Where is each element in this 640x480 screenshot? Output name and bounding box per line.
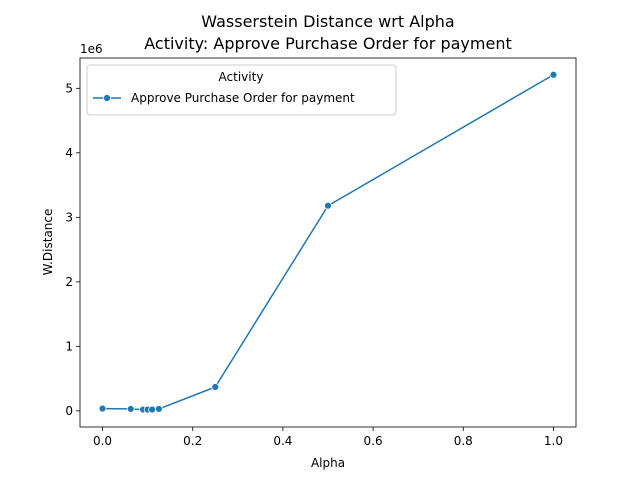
data-point bbox=[126, 405, 135, 413]
data-point bbox=[211, 383, 220, 391]
x-tick-label: 0.4 bbox=[273, 434, 292, 448]
x-tick-label: 1.0 bbox=[544, 434, 563, 448]
data-point bbox=[148, 405, 157, 414]
data-point bbox=[155, 405, 163, 413]
series-line bbox=[102, 74, 554, 411]
y-axis-offset-label: 1e6 bbox=[80, 42, 103, 56]
y-axis-label: W.Distance bbox=[41, 209, 55, 276]
y-tick-label: 0 bbox=[65, 404, 73, 418]
legend-marker-swatch bbox=[103, 94, 111, 102]
x-axis-ticks: 0.0 0.2 0.4 0.6 0.8 1.0 bbox=[93, 427, 563, 448]
data-point bbox=[98, 404, 107, 413]
chart-title-line1: Wasserstein Distance wrt Alpha bbox=[201, 12, 454, 31]
x-tick-label: 0.2 bbox=[183, 434, 202, 448]
legend-box bbox=[86, 64, 397, 116]
legend-title: Activity bbox=[219, 70, 264, 84]
x-axis-label: Alpha bbox=[311, 456, 345, 470]
y-tick-label: 1 bbox=[65, 339, 73, 353]
y-tick-label: 3 bbox=[65, 210, 73, 224]
x-tick-label: 0.8 bbox=[454, 434, 473, 448]
x-tick-label: 0.0 bbox=[93, 434, 112, 448]
axes-frame bbox=[79, 57, 577, 428]
plot-area bbox=[98, 70, 558, 414]
chart-title-line2: Activity: Approve Purchase Order for pay… bbox=[144, 34, 511, 53]
y-tick-label: 4 bbox=[65, 146, 73, 160]
y-tick-label: 5 bbox=[65, 81, 73, 95]
x-tick-label: 0.6 bbox=[364, 434, 383, 448]
legend-entry-label: Approve Purchase Order for payment bbox=[131, 91, 355, 105]
y-tick-label: 2 bbox=[65, 275, 73, 289]
data-point bbox=[549, 70, 558, 79]
data-point bbox=[324, 201, 332, 210]
y-axis-ticks: 0 1 2 3 4 5 bbox=[65, 81, 80, 418]
legend: Activity Approve Purchase Order for paym… bbox=[86, 64, 397, 116]
